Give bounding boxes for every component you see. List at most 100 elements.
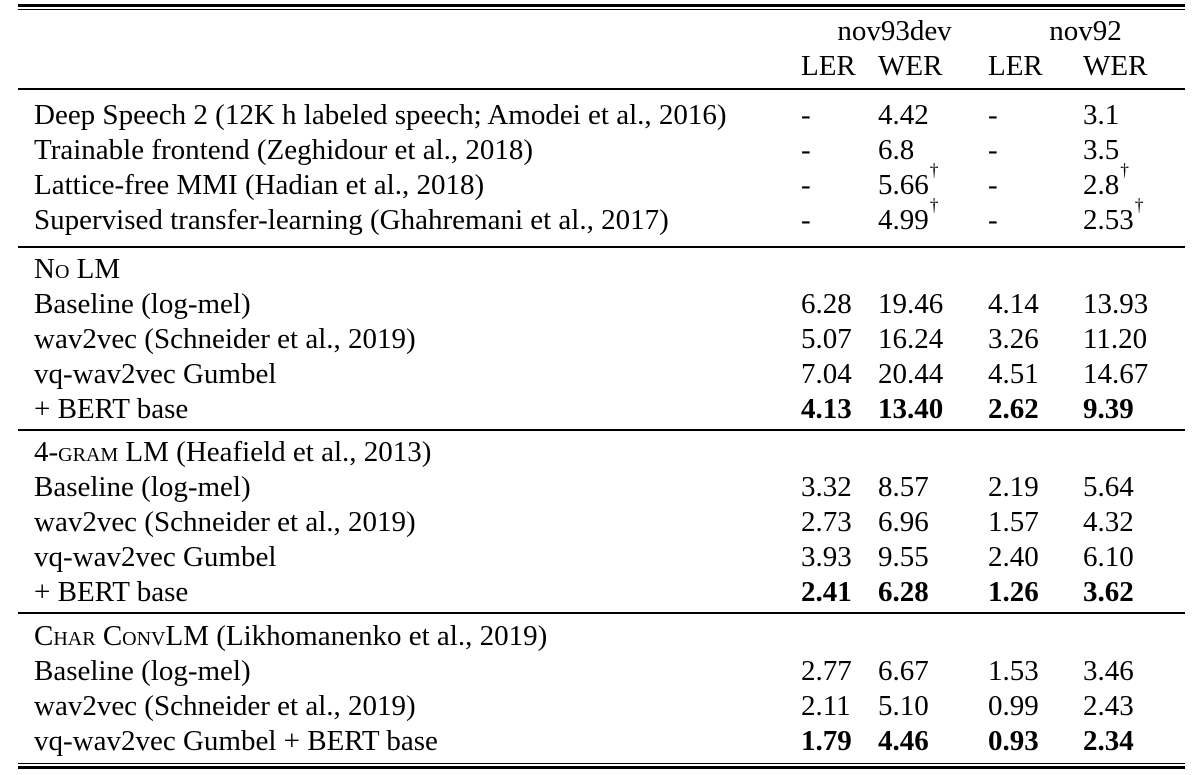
cell-value: 14.67 <box>1083 357 1183 392</box>
cell-value-text: 3.93 <box>801 541 852 573</box>
cell-value <box>1083 435 1183 470</box>
row-label: + BERT base <box>18 575 801 610</box>
cell-value-text: - <box>988 169 998 201</box>
table-section: 4-gram LM (Heafield et al., 2013) Baselin… <box>18 431 1185 612</box>
cell-value: 2.41 <box>801 575 878 610</box>
row-label: Trainable frontend (Zeghidour et al., 20… <box>18 133 801 168</box>
cell-value: 5.10 <box>878 689 988 724</box>
cell-value-text: 2.34 <box>1083 725 1134 757</box>
table-row: Baseline (log-mel) 3.32 8.57 2.19 5.64 <box>18 470 1185 505</box>
row-label: No LM <box>18 252 801 287</box>
cell-value-text: 1.53 <box>988 655 1039 687</box>
cell-value: 4.51 <box>988 357 1083 392</box>
row-label-text: Baseline (log-mel) <box>34 288 251 320</box>
cell-value-text: 1.79 <box>801 725 852 757</box>
row-label: Baseline (log-mel) <box>18 470 801 505</box>
cell-value: 4.42 <box>878 98 988 133</box>
cell-value-text: 5.07 <box>801 323 852 355</box>
dagger-superscript: † <box>1134 194 1144 215</box>
cell-value-text: - <box>988 204 998 236</box>
table-section: Deep Speech 2 (12K h labeled speech; Amo… <box>18 90 1185 246</box>
cell-value <box>988 435 1083 470</box>
section-rule <box>18 612 1185 614</box>
cell-value: 6.10 <box>1083 540 1183 575</box>
table-row: Trainable frontend (Zeghidour et al., 20… <box>18 133 1185 168</box>
cell-value-text: 2.73 <box>801 506 852 538</box>
section-rule <box>18 429 1185 431</box>
cell-value-text: 14.67 <box>1083 358 1149 390</box>
cell-value: 2.8† <box>1083 161 1183 203</box>
cell-value: 2.11 <box>801 689 878 724</box>
cell-value-text: 3.46 <box>1083 655 1134 687</box>
row-label-text: (Likhomanenko et al., 2019) <box>209 620 548 652</box>
cell-value-text: 9.55 <box>878 541 929 573</box>
cell-value-text: 2.77 <box>801 655 852 687</box>
row-label-text: vq-wav2vec Gumbel + BERT base <box>34 725 438 757</box>
cell-value-text: 6.28 <box>801 288 852 320</box>
cell-value: 0.93 <box>988 724 1083 759</box>
cell-value: - <box>988 203 1083 238</box>
table-row: vq-wav2vec Gumbel + BERT base 1.79 4.46 0.9… <box>18 724 1185 759</box>
cell-value: 2.40 <box>988 540 1083 575</box>
table-header: nov93dev nov92 LER WER LER WER <box>18 10 1185 88</box>
cell-value: - <box>801 133 878 168</box>
cell-value-text: 11.20 <box>1083 323 1148 355</box>
bottom-rule-thick-line <box>18 766 1185 769</box>
cell-value-text: 7.04 <box>801 358 852 390</box>
table-section: Char ConvLM (Likhomanenko et al., 2019) B… <box>18 614 1185 763</box>
row-label-text: + BERT base <box>34 576 189 608</box>
cell-value: - <box>801 98 878 133</box>
col-group-spacer <box>18 14 801 49</box>
cell-value: 13.40 <box>878 392 988 427</box>
row-label-text: vq-wav2vec Gumbel <box>34 358 277 390</box>
cell-value: 4.14 <box>988 287 1083 322</box>
cell-value: 11.20 <box>1083 322 1183 357</box>
dagger-superscript: † <box>1120 159 1129 180</box>
cell-value: 20.44 <box>878 357 988 392</box>
cell-value-text: 1.57 <box>988 506 1039 538</box>
cell-value <box>878 435 988 470</box>
cell-value-text: 0.99 <box>988 690 1039 722</box>
col-header-ler-nov92: LER <box>988 50 1043 82</box>
row-label: vq-wav2vec Gumbel + BERT base <box>18 724 801 759</box>
table-row: wav2vec (Schneider et al., 2019) 2.11 5.10… <box>18 689 1185 724</box>
col-header-wer-nov93dev: WER <box>878 50 943 82</box>
cell-value: 4.46 <box>878 724 988 759</box>
table-row: Lattice-free MMI (Hadian et al., 2018) - 5… <box>18 161 1185 203</box>
table-row: Supervised transfer-learning (Ghahremani… <box>18 196 1185 238</box>
row-label: wav2vec (Schneider et al., 2019) <box>18 689 801 724</box>
row-label-text: Baseline (log-mel) <box>34 655 251 687</box>
bottom-rule-thin-line <box>18 763 1185 764</box>
cell-value <box>801 619 878 654</box>
cell-value-text: 0.93 <box>988 725 1039 757</box>
cell-value-text: 5.66 <box>878 169 929 201</box>
cell-value-text: 3.1 <box>1083 99 1120 131</box>
cell-value: 7.04 <box>801 357 878 392</box>
cell-value: 3.32 <box>801 470 878 505</box>
cell-value-text: 4.13 <box>801 393 852 425</box>
cell-value <box>988 619 1083 654</box>
cell-value: 2.53† <box>1083 196 1183 238</box>
cell-value-text: 2.19 <box>988 471 1039 503</box>
cell-value-text: 4.14 <box>988 288 1039 320</box>
dagger-superscript: † <box>929 194 939 215</box>
cell-value <box>988 252 1083 287</box>
cell-value: 2.77 <box>801 654 878 689</box>
cell-value-text: - <box>801 99 811 131</box>
table-row: Baseline (log-mel) 6.28 19.46 4.14 13.93 <box>18 287 1185 322</box>
row-label: Supervised transfer-learning (Ghahremani… <box>18 203 801 238</box>
row-label-text: (Heafield et al., 2013) <box>168 436 432 468</box>
cell-value: 0.99 <box>988 689 1083 724</box>
row-label-smallcaps: No LM <box>34 253 121 285</box>
cell-value-text: - <box>801 134 811 166</box>
cell-value-text: 4.51 <box>988 358 1039 390</box>
cell-value: 13.93 <box>1083 287 1183 322</box>
cell-value: 1.26 <box>988 575 1083 610</box>
row-label: Lattice-free MMI (Hadian et al., 2018) <box>18 168 801 203</box>
cell-value-text: - <box>801 204 811 236</box>
table-row: + BERT base 2.41 6.28 1.26 3.62 <box>18 575 1185 610</box>
cell-value-text: 16.24 <box>878 323 944 355</box>
cell-value-text: 3.26 <box>988 323 1039 355</box>
cell-value-text: - <box>988 134 998 166</box>
